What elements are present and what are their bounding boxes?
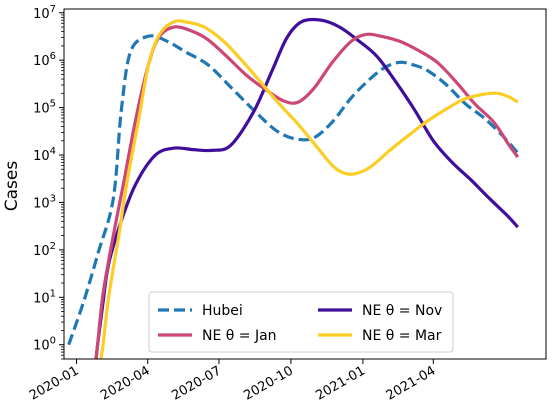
x-tick-label: 2020-04 xyxy=(98,363,153,403)
y-tick-label: 105 xyxy=(33,99,56,117)
legend-box xyxy=(148,291,454,353)
x-tick-label: 2020-10 xyxy=(241,363,296,403)
legend-label: NE θ = Nov xyxy=(362,303,442,319)
plot-frame xyxy=(63,8,547,360)
x-tick-label: 2021-01 xyxy=(313,363,368,403)
y-tick-label: 107 xyxy=(33,4,56,22)
y-tick-label: 104 xyxy=(33,146,56,164)
x-tick-label: 2021-04 xyxy=(384,363,439,403)
legend-label: NE θ = Jan xyxy=(202,328,277,344)
series-line-3 xyxy=(94,25,520,359)
y-tick-label: 106 xyxy=(33,51,56,69)
x-tick-label: 2020-07 xyxy=(169,363,224,403)
legend-label: Hubei xyxy=(202,303,243,319)
x-tick-label: 2020-01 xyxy=(27,363,82,403)
series-layer xyxy=(67,17,520,359)
series-line-1 xyxy=(67,34,520,346)
y-tick-label: 102 xyxy=(33,241,56,259)
y-tick-label: 100 xyxy=(33,336,56,354)
legend: Hubei NE θ = Nov NE θ = Jan NE θ = Mar xyxy=(148,291,454,353)
series-line-2 xyxy=(94,17,520,359)
legend-label: NE θ = Mar xyxy=(362,328,442,344)
series-line-4 xyxy=(99,19,519,359)
y-tick-label: 103 xyxy=(33,193,56,211)
y-axis-title: Cases xyxy=(2,161,22,212)
y-tick-label: 101 xyxy=(33,288,56,306)
